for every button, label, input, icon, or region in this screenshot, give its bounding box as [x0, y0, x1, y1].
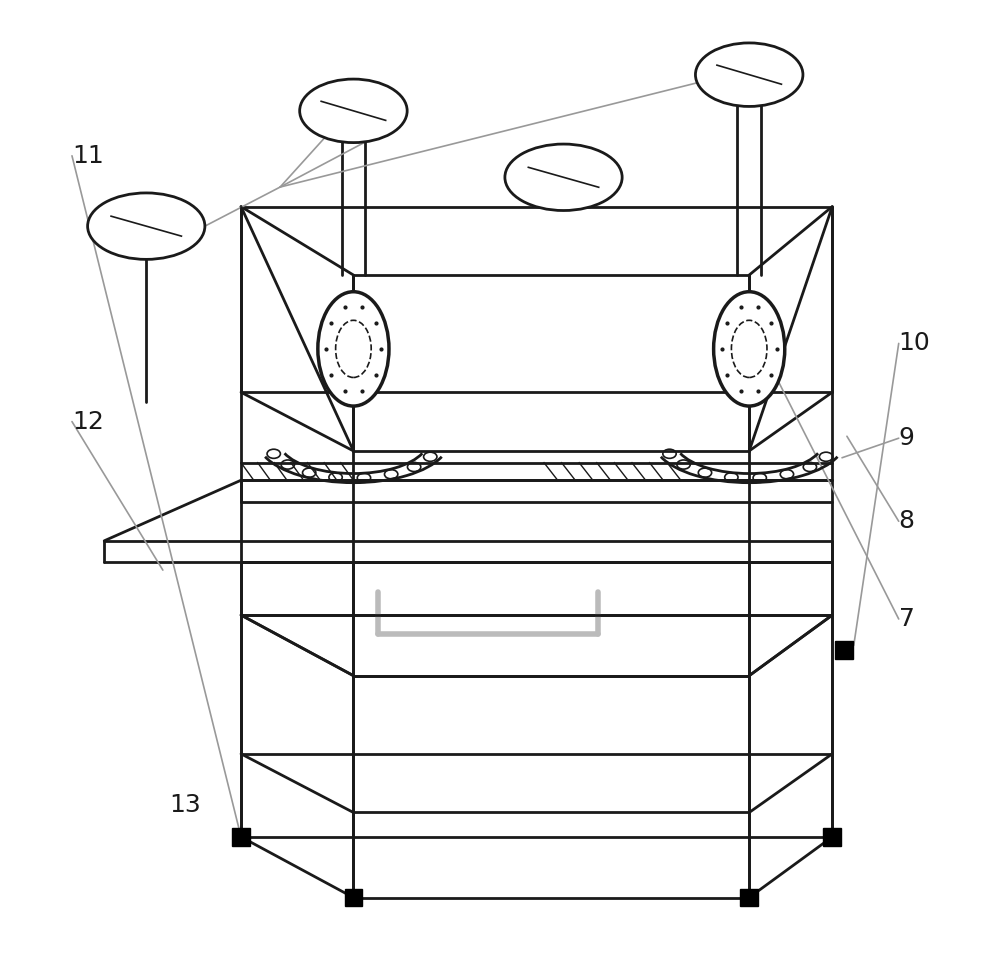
Ellipse shape [714, 292, 785, 406]
Text: 8: 8 [899, 510, 915, 533]
Text: 9: 9 [899, 426, 915, 450]
Text: 12: 12 [72, 410, 104, 433]
Text: 10: 10 [899, 331, 930, 356]
Ellipse shape [300, 79, 407, 143]
Polygon shape [232, 828, 250, 846]
Text: 7: 7 [899, 607, 915, 631]
Ellipse shape [695, 43, 803, 107]
Polygon shape [823, 828, 841, 846]
Text: 13: 13 [170, 793, 201, 816]
Polygon shape [740, 889, 758, 906]
Polygon shape [835, 642, 853, 660]
Text: 11: 11 [72, 144, 104, 168]
Ellipse shape [88, 193, 205, 260]
Ellipse shape [505, 144, 622, 211]
Polygon shape [345, 889, 362, 906]
Ellipse shape [318, 292, 389, 406]
